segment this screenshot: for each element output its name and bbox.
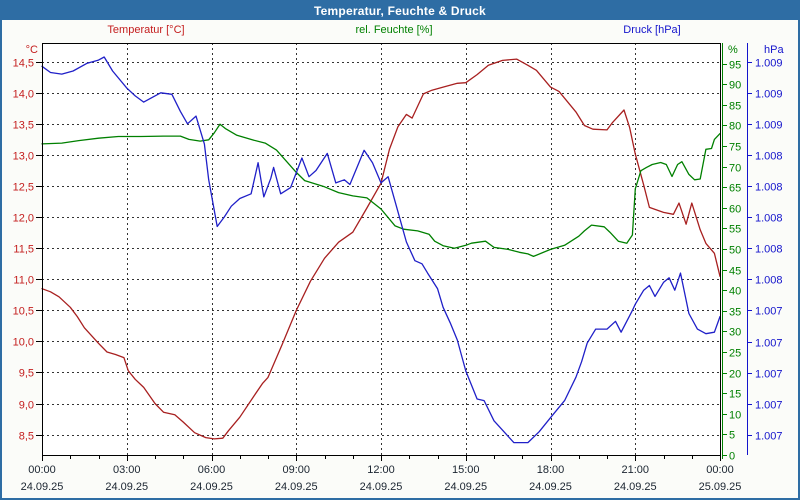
x-axis-date-label: 24.09.25 <box>190 481 233 493</box>
x-axis-date-label: 24.09.25 <box>360 481 403 493</box>
humidity-axis-label: 85 <box>729 101 741 113</box>
x-axis-time-label: 06:00 <box>198 464 226 476</box>
x-axis-time-label: 21:00 <box>621 464 649 476</box>
pressure-axis-label: 1.008 <box>755 275 783 287</box>
temp-axis-label: 10,0 <box>13 337 34 349</box>
x-axis-date-label: 24.09.25 <box>614 481 657 493</box>
temp-axis-label: 10,5 <box>13 306 34 318</box>
x-axis-date-label: 24.09.25 <box>275 481 318 493</box>
temp-axis-label: 13,5 <box>13 120 34 132</box>
pressure-series-line <box>41 56 721 444</box>
pressure-axis-label: 1.007 <box>755 306 783 318</box>
x-axis-time-label: 09:00 <box>282 464 310 476</box>
temp-axis-label: 9,0 <box>19 400 34 412</box>
humidity-axis-label: 90 <box>729 80 741 92</box>
series-label-humidity: rel. Feuchte [%] <box>355 24 433 36</box>
x-axis-date-label: 24.09.25 <box>105 481 148 493</box>
pressure-axis-label: 1.009 <box>755 89 783 101</box>
pressure-axis-label: 1.008 <box>755 182 783 194</box>
humidity-axis-label: 45 <box>729 266 741 278</box>
pressure-axis-label: 1.008 <box>755 151 783 163</box>
x-axis-time-label: 12:00 <box>367 464 395 476</box>
series-label-temperature: Temperatur [°C] <box>107 24 185 36</box>
pressure-axis-label: 1.007 <box>755 369 783 381</box>
humidity-axis-label: 95 <box>729 60 741 72</box>
temp-axis-label: 11,0 <box>13 275 34 287</box>
temp-axis-unit: °C <box>26 44 38 56</box>
humidity-axis-label: 60 <box>729 204 741 216</box>
x-axis-time-label: 00:00 <box>28 464 56 476</box>
x-axis-date-label: 24.09.25 <box>21 481 64 493</box>
humidity-axis-label: 35 <box>729 307 741 319</box>
pressure-axis-label: 1.007 <box>755 400 783 412</box>
temp-axis-label: 13,0 <box>13 151 34 163</box>
x-axis-time-label: 18:00 <box>537 464 565 476</box>
humidity-axis-label: 20 <box>729 369 741 381</box>
x-axis-time-label: 15:00 <box>452 464 480 476</box>
pressure-axis-label: 1.008 <box>755 244 783 256</box>
humidity-axis-label: 50 <box>729 245 741 257</box>
temp-axis-label: 14,5 <box>13 58 34 70</box>
pressure-axis-label: 1.009 <box>755 58 783 70</box>
x-axis-date-label: 24.09.25 <box>529 481 572 493</box>
window-title: Temperatur, Feuchte & Druck <box>314 4 486 18</box>
humidity-axis-label: 75 <box>729 142 741 154</box>
temp-axis-label: 11,5 <box>13 244 34 256</box>
humidity-axis-label: 40 <box>729 286 741 298</box>
humidity-axis-label: 0 <box>729 451 735 463</box>
humidity-axis-label: 5 <box>729 430 735 442</box>
x-axis-date-label: 25.09.25 <box>699 481 742 493</box>
humidity-axis-label: 70 <box>729 163 741 175</box>
humidity-axis-label: 15 <box>729 389 741 401</box>
pressure-axis-unit: hPa <box>764 44 784 56</box>
temp-axis-label: 12,0 <box>13 213 34 225</box>
humidity-axis-label: 30 <box>729 327 741 339</box>
x-axis-time-label: 00:00 <box>706 464 734 476</box>
x-axis-time-label: 03:00 <box>113 464 141 476</box>
temp-axis-label: 14,0 <box>13 89 34 101</box>
humidity-axis-label: 65 <box>729 183 741 195</box>
x-axis-date-label: 24.09.25 <box>444 481 487 493</box>
humidity-axis-unit: % <box>728 44 738 56</box>
pressure-axis-label: 1.008 <box>755 213 783 225</box>
humidity-axis-label: 25 <box>729 348 741 360</box>
temp-axis-label: 12,5 <box>13 182 34 194</box>
humidity-axis-label: 80 <box>729 121 741 133</box>
humidity-series-line <box>41 123 721 258</box>
temp-axis-label: 8,5 <box>19 431 34 443</box>
series-label-pressure: Druck [hPa] <box>623 24 681 36</box>
pressure-axis-label: 1.009 <box>755 120 783 132</box>
pressure-axis-label: 1.007 <box>755 431 783 443</box>
humidity-axis-label: 10 <box>729 410 741 422</box>
temp-axis-label: 9,5 <box>19 368 34 380</box>
temperature-series-line <box>41 58 721 440</box>
pressure-axis-label: 1.007 <box>755 338 783 350</box>
title-bar: Temperatur, Feuchte & Druck <box>2 2 798 20</box>
humidity-axis-label: 55 <box>729 224 741 236</box>
